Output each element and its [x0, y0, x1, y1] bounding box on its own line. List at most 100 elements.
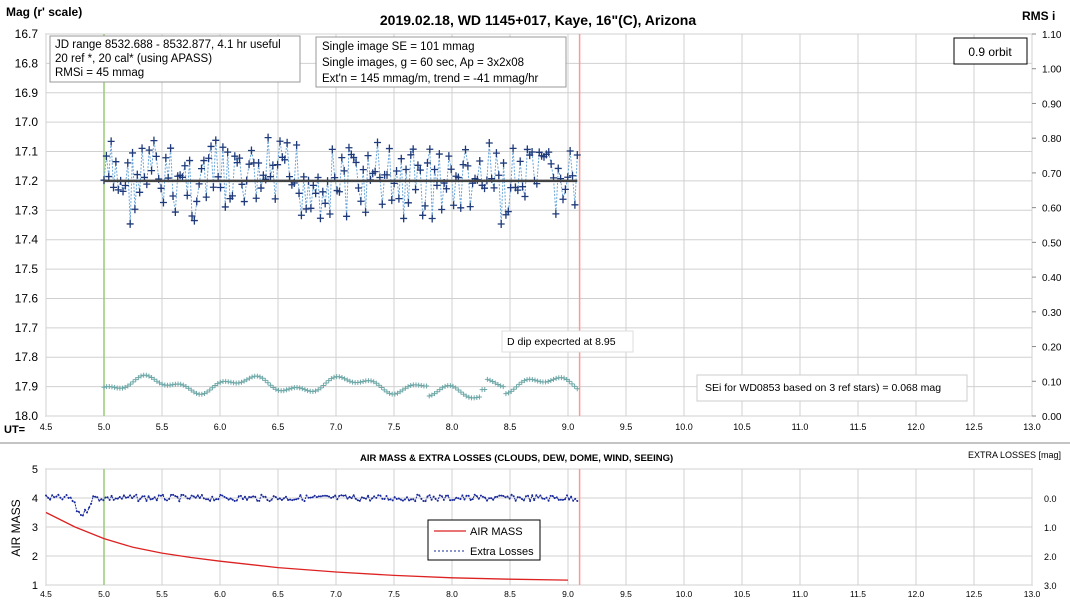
extra-losses-point	[561, 498, 564, 501]
mag-point	[495, 171, 503, 180]
mag-point	[457, 203, 465, 212]
extra-losses-point	[414, 500, 417, 503]
rms-point	[519, 379, 525, 385]
mag-point	[385, 144, 393, 153]
rms-point	[535, 378, 541, 384]
mag-point	[364, 151, 372, 160]
x-axis-label: UT=	[4, 424, 25, 436]
rms-point	[201, 390, 207, 396]
mag-point	[228, 191, 236, 200]
rms-point	[127, 381, 133, 387]
bottom-x-tick-label: 11.5	[850, 589, 866, 599]
top-x-tick-label: 8.0	[446, 422, 459, 432]
top-series	[100, 34, 581, 416]
info-images-line-2: Single images, g = 60 sec, Ap = 3x2x08	[322, 57, 524, 69]
mag-point	[514, 186, 522, 195]
bottom-y-tick-label: 4	[32, 493, 38, 505]
bottom-x-tick-label: 5.5	[156, 589, 168, 599]
mag-point	[186, 156, 194, 165]
mag-point	[110, 183, 118, 192]
sei-annotation: SEi for WD0853 based on 3 ref stars) = 0…	[696, 374, 968, 402]
extra-losses-point	[389, 498, 392, 501]
mag-point	[245, 160, 253, 169]
extra-losses-point	[252, 495, 255, 498]
rms-point	[347, 378, 353, 384]
extra-losses-point	[529, 500, 532, 502]
extra-losses-point	[502, 495, 505, 497]
bottom-series	[45, 469, 581, 585]
extra-losses-point	[574, 497, 577, 500]
rms-point	[432, 391, 438, 397]
mag-point	[464, 161, 472, 170]
mag-point	[307, 204, 315, 213]
bottom-y-tick-label: 3	[32, 522, 38, 534]
extra-losses-point	[401, 499, 404, 502]
rms-point	[543, 379, 549, 385]
extra-losses-point	[223, 495, 226, 498]
mag-point	[407, 150, 415, 159]
rms-point	[342, 376, 348, 382]
mag-point	[188, 211, 196, 220]
rms-point	[315, 387, 321, 393]
mag-point	[200, 156, 208, 165]
extra-losses-point	[81, 514, 84, 517]
rms-point	[180, 382, 186, 388]
mag-point	[462, 145, 469, 154]
extra-losses-point	[559, 498, 562, 501]
extra-losses-point	[151, 497, 154, 500]
extra-losses-point	[237, 495, 240, 498]
mag-point	[393, 166, 401, 175]
extra-losses-line	[45, 493, 578, 517]
rms-point	[212, 383, 218, 389]
mag-point	[409, 145, 417, 154]
bottom-right-tick-label: 3.0	[1044, 581, 1057, 591]
mag-point	[442, 184, 450, 193]
extra-losses-point	[424, 500, 427, 503]
extra-losses-point	[186, 497, 189, 500]
extra-losses-point	[71, 500, 74, 503]
rms-point	[138, 373, 144, 379]
mag-point	[283, 138, 291, 147]
rms-point	[558, 375, 564, 381]
rms-point	[101, 384, 107, 390]
extra-losses-point	[262, 495, 265, 498]
extra-losses-point	[541, 497, 544, 500]
info-range-line-3: RMSi = 45 mmag	[55, 67, 144, 79]
extra-losses-point	[102, 499, 105, 502]
extra-losses-point	[129, 494, 132, 497]
rms-point	[408, 383, 414, 389]
rms-point	[225, 379, 231, 385]
mag-point	[126, 219, 134, 228]
mag-point	[131, 205, 139, 214]
bottom-legend: AIR MASS Extra Losses	[427, 519, 541, 561]
mag-point	[212, 136, 220, 145]
mag-point	[338, 153, 346, 162]
mag-point	[547, 159, 555, 168]
extra-losses-point	[381, 497, 384, 500]
rms-point	[283, 387, 289, 393]
rms-point	[191, 389, 197, 395]
mag-point	[359, 165, 367, 174]
extra-losses-point	[461, 494, 464, 497]
mag-point	[181, 161, 189, 170]
extra-losses-point	[408, 499, 411, 502]
rms-point	[513, 384, 519, 390]
top-y-tick-label: 16.8	[15, 56, 39, 70]
extra-losses-point	[159, 494, 162, 497]
rms-point	[506, 390, 512, 396]
extra-losses-point	[309, 496, 312, 499]
top-y-tick-label: 17.1	[15, 145, 39, 159]
extra-losses-point	[473, 493, 476, 496]
top-right-tick-label: 0.20	[1042, 343, 1062, 354]
mag-point	[107, 137, 115, 146]
top-x-tick-label: 13.0	[1023, 422, 1041, 432]
extra-losses-point	[543, 497, 546, 500]
extra-losses-point	[547, 499, 550, 502]
rms-point	[474, 395, 480, 401]
extra-losses-point	[229, 497, 232, 500]
extra-losses-point	[215, 498, 218, 501]
mag-point	[412, 185, 420, 194]
rms-point	[379, 385, 385, 391]
rms-point	[318, 385, 324, 391]
